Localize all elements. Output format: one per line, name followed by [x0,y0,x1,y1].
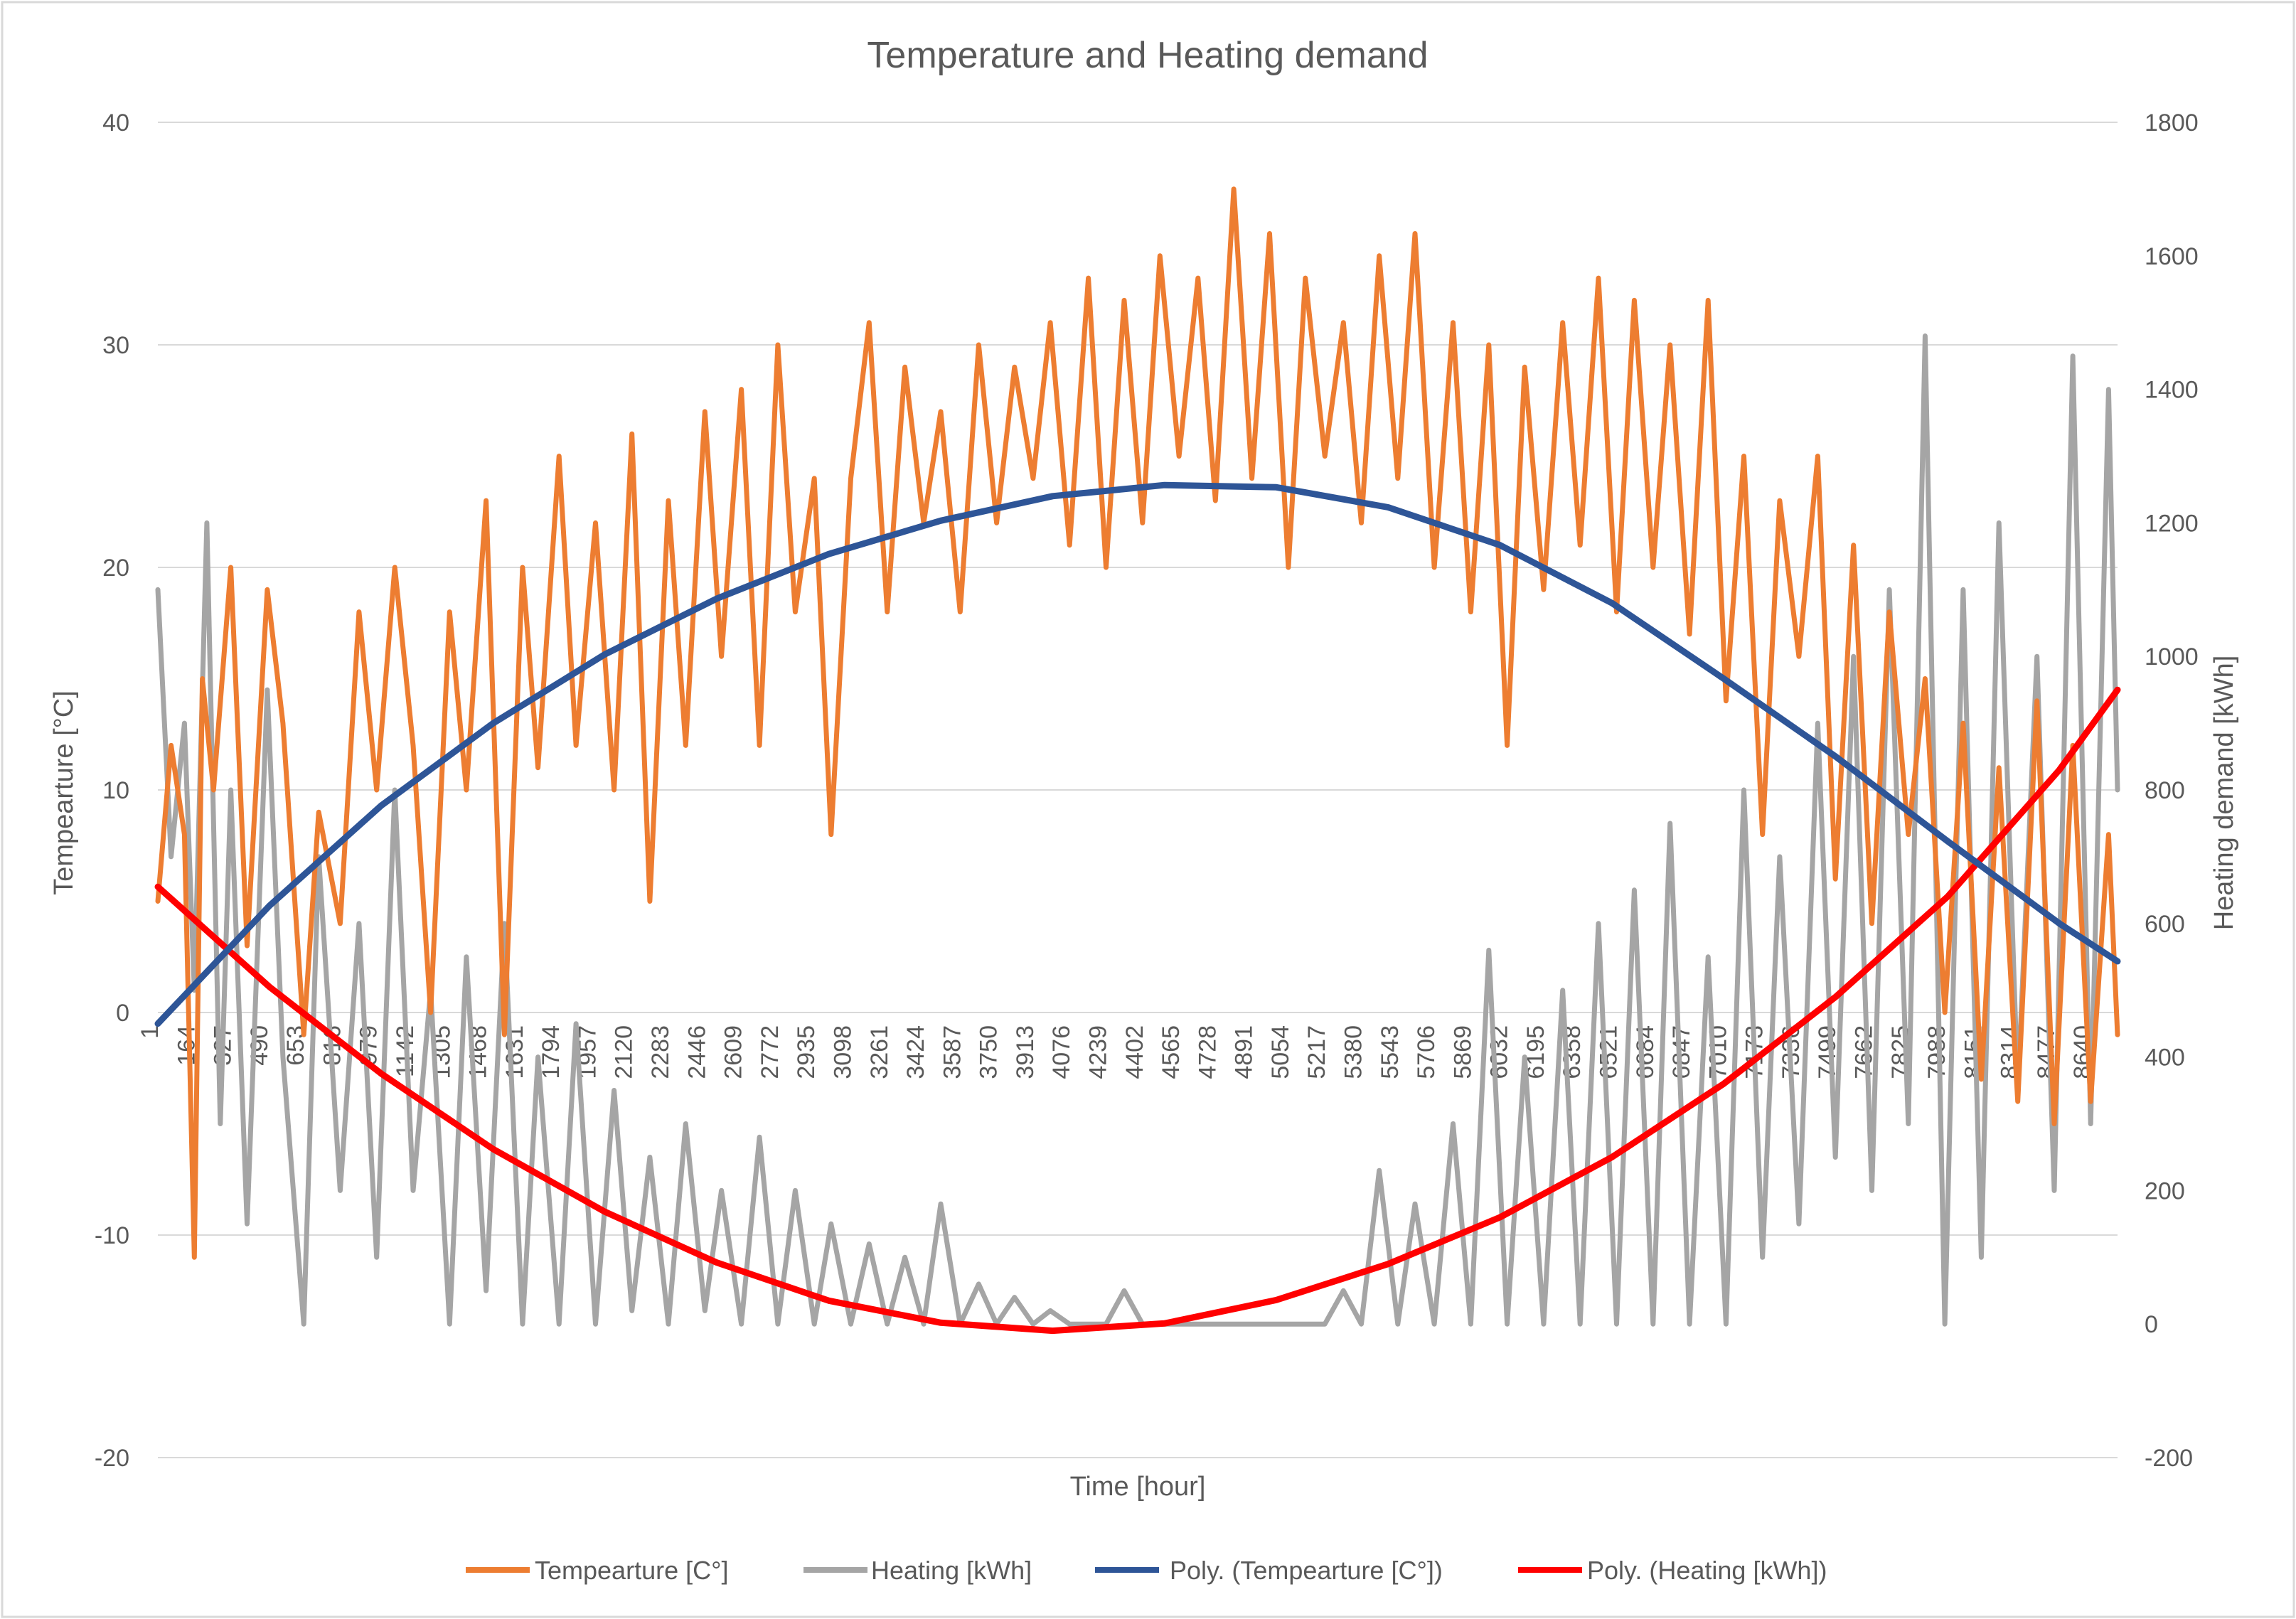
x-tick-label: 4239 [1084,1025,1111,1079]
right-tick-label: 1400 [2145,377,2199,404]
right-tick-label: 1600 [2145,243,2199,270]
x-tick-label: 2120 [611,1025,638,1079]
x-tick-label: 1794 [538,1025,565,1079]
chart-title: Temperature and Heating demand [867,35,1428,76]
series-line-0 [155,186,2120,1260]
x-tick-label: 3587 [939,1025,966,1079]
right-tick-label: -200 [2145,1445,2193,1472]
x-tick-label: 7010 [1704,1025,1731,1079]
x-tick-label: 6684 [1632,1025,1659,1079]
series-line-3 [154,686,2121,1335]
right-tick-label: 200 [2145,1177,2185,1204]
x-tick-label: 2446 [683,1025,710,1079]
x-tick-label: 1 [137,1025,164,1039]
x-tick-label: 2935 [793,1025,820,1079]
x-tick-label: 3424 [902,1025,929,1079]
left-tick-label: 40 [102,109,129,137]
legend-label-temperature: Tempearture [C°] [535,1556,729,1585]
left-tick-label: -20 [95,1445,129,1472]
right-tick-label: 1200 [2145,510,2199,537]
left-tick-label: 30 [102,332,129,359]
x-tick-label: 5869 [1449,1025,1476,1079]
x-tick-label: 4891 [1231,1025,1258,1079]
legend-label-heating: Heating [kWh] [871,1556,1032,1585]
x-tick-label: 490 [246,1025,273,1066]
right-axis-ticks: -200 0 200 400 600 800 1000 1200 1400 1600 1800 [2145,109,2199,1472]
x-tick-label: 4728 [1194,1025,1221,1079]
x-tick-label: 5543 [1377,1025,1404,1079]
left-tick-label: 10 [102,777,129,804]
right-tick-label: 800 [2145,777,2185,804]
x-tick-label: 5706 [1413,1025,1440,1079]
x-tick-label: 3750 [976,1025,1003,1079]
left-axis-label: Tempearture [°C] [49,690,79,895]
left-tick-label: 0 [116,1000,129,1027]
x-tick-label: 5054 [1267,1025,1294,1079]
x-tick-label: 3261 [866,1025,893,1079]
series-line-2 [154,481,2121,1027]
x-tick-label: 6032 [1486,1025,1513,1079]
x-tick-label: 5380 [1340,1025,1367,1079]
right-axis-label: Heating demand [kWh] [2209,656,2239,931]
x-tick-label: 6521 [1596,1025,1623,1079]
x-tick-label: 5217 [1303,1025,1330,1079]
left-axis-ticks: -20 -10 0 10 20 30 40 [95,109,129,1472]
x-tick-label: 4402 [1121,1025,1148,1079]
x-tick-label: 2609 [720,1025,747,1079]
series-line-1 [155,333,2120,1327]
series-layer [154,186,2121,1335]
x-tick-label: 2283 [647,1025,674,1079]
right-tick-label: 0 [2145,1311,2158,1338]
x-tick-label: 4076 [1048,1025,1075,1079]
right-tick-label: 1000 [2145,643,2199,670]
left-tick-label: 20 [102,555,129,582]
legend-label-poly-temperature: Poly. (Tempearture [C°]) [1170,1556,1443,1585]
legend-label-poly-heating: Poly. (Heating [kWh]) [1587,1556,1827,1585]
x-tick-label: 4565 [1158,1025,1185,1079]
x-tick-label: 3913 [1012,1025,1039,1079]
left-tick-label: -10 [95,1222,129,1249]
legend: Tempearture [C°] Heating [kWh] Poly. (Te… [466,1556,1827,1585]
right-tick-label: 600 [2145,911,2185,938]
x-axis-label: Time [hour] [1070,1472,1206,1502]
x-tick-label: 2772 [757,1025,784,1079]
right-tick-label: 1800 [2145,109,2199,137]
x-tick-label: 3098 [829,1025,856,1079]
right-tick-label: 400 [2145,1044,2185,1072]
